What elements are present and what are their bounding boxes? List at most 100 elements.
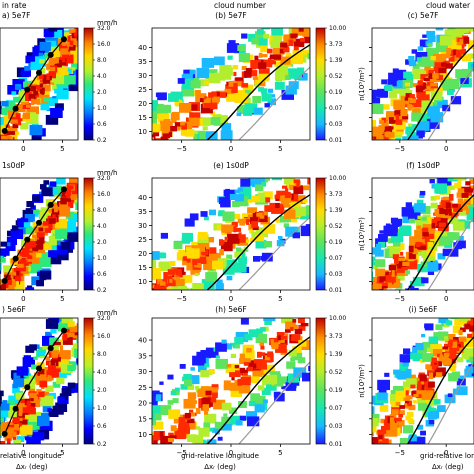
field-cell [433,332,444,341]
field-cell [226,275,233,281]
field-core-cell [182,271,186,275]
field-core-cell [283,197,292,203]
field-core-cell [153,439,158,444]
field-cell [430,112,444,123]
field-cell [266,303,278,313]
field-cell [283,209,296,219]
field-core-cell [42,79,51,84]
field-core-cell [463,37,470,44]
field-core-cell [168,432,174,437]
field-cell [430,196,437,201]
field-core-cell [181,123,187,130]
ytick-label: 35 [138,58,147,66]
colorbar-label: 16.0 [97,191,111,198]
field-cell [426,118,440,129]
field-cell [49,50,60,59]
field-cell [259,73,269,82]
field-cell [417,46,424,51]
field-cell [464,28,474,32]
field-cell [365,278,372,283]
field-core-cell [446,51,451,59]
field-cell [33,432,45,441]
field-cell [195,89,201,95]
field-cell [372,429,374,437]
field-cell [436,74,444,81]
field-cell [364,433,369,437]
field-cell [332,36,336,39]
field-cell [386,111,398,121]
xlabel-col1-line2: Δxᵣ (deg) [16,463,48,471]
colorbar-label: 3.73 [329,191,343,198]
field-cell [421,334,426,338]
field-cell [279,167,286,173]
field-cell [74,183,78,192]
field-core-cell [386,131,391,138]
field-core-cell [441,62,447,67]
field-cell [129,258,136,263]
field-cell [157,113,170,123]
field-cell [372,120,376,129]
field-core-cell [197,263,201,268]
field-cell [168,409,181,419]
field-core-cell [195,407,201,414]
field-core-cell [15,118,23,122]
field-cell [234,336,244,345]
field-cell [410,287,419,290]
field-core-cell [259,54,268,58]
field-cell [388,72,399,81]
panel-h-title: (h) 5e6F [215,305,246,314]
field-core-cell [12,124,19,129]
field-core-cell [252,76,259,80]
field-cell [70,47,78,55]
field-core-cell [260,352,266,356]
field-core-cell [39,83,43,88]
field-core-cell [7,135,11,139]
field-cell [56,178,66,185]
field-core-cell [431,223,436,229]
field-cell [197,388,208,398]
field-cell [444,79,450,85]
field-cell [134,407,145,416]
field-core-cell [171,118,177,123]
field-cell [439,35,453,46]
field-cell [113,419,120,425]
field-core-cell [405,395,413,400]
field-core-cell [16,270,20,276]
field-cell [442,104,451,112]
field-cell [36,94,50,105]
field-cell [196,67,210,79]
colorbar-label: 10.00 [329,25,346,32]
field-cell [432,349,443,357]
field-core-cell [202,399,208,404]
ytick-label: 15 [138,114,147,122]
field-cell [33,356,38,360]
field-cell [28,412,41,422]
field-cell [444,14,453,21]
field-cell [276,65,288,75]
panel-d-title: 1s0dP [2,161,25,170]
field-cell [213,56,225,66]
field-cell [372,89,379,97]
colorbar-label: 32.0 [97,25,111,32]
field-cell [453,178,466,180]
field-cell [351,430,362,439]
field-core-cell [460,327,466,333]
colorbar-label: 8.0 [97,351,107,358]
field-cell [174,125,181,131]
contour-gray [427,66,474,140]
field-cell [443,323,449,328]
field-cell [422,224,435,234]
panel-g-field [0,318,78,444]
field-core-cell [456,204,461,210]
field-core-cell [252,213,257,219]
field-cell [52,165,57,169]
field-core-cell [4,274,11,280]
field-cell [356,116,361,120]
field-cell [405,59,412,65]
field-cell [30,205,36,210]
field-cell [239,186,252,196]
field-cell [451,83,457,88]
panel-i: (i) 5e6F−5 0n(10⁵/m³) [351,305,474,457]
field-cell [45,319,59,329]
field-cell [447,89,454,96]
